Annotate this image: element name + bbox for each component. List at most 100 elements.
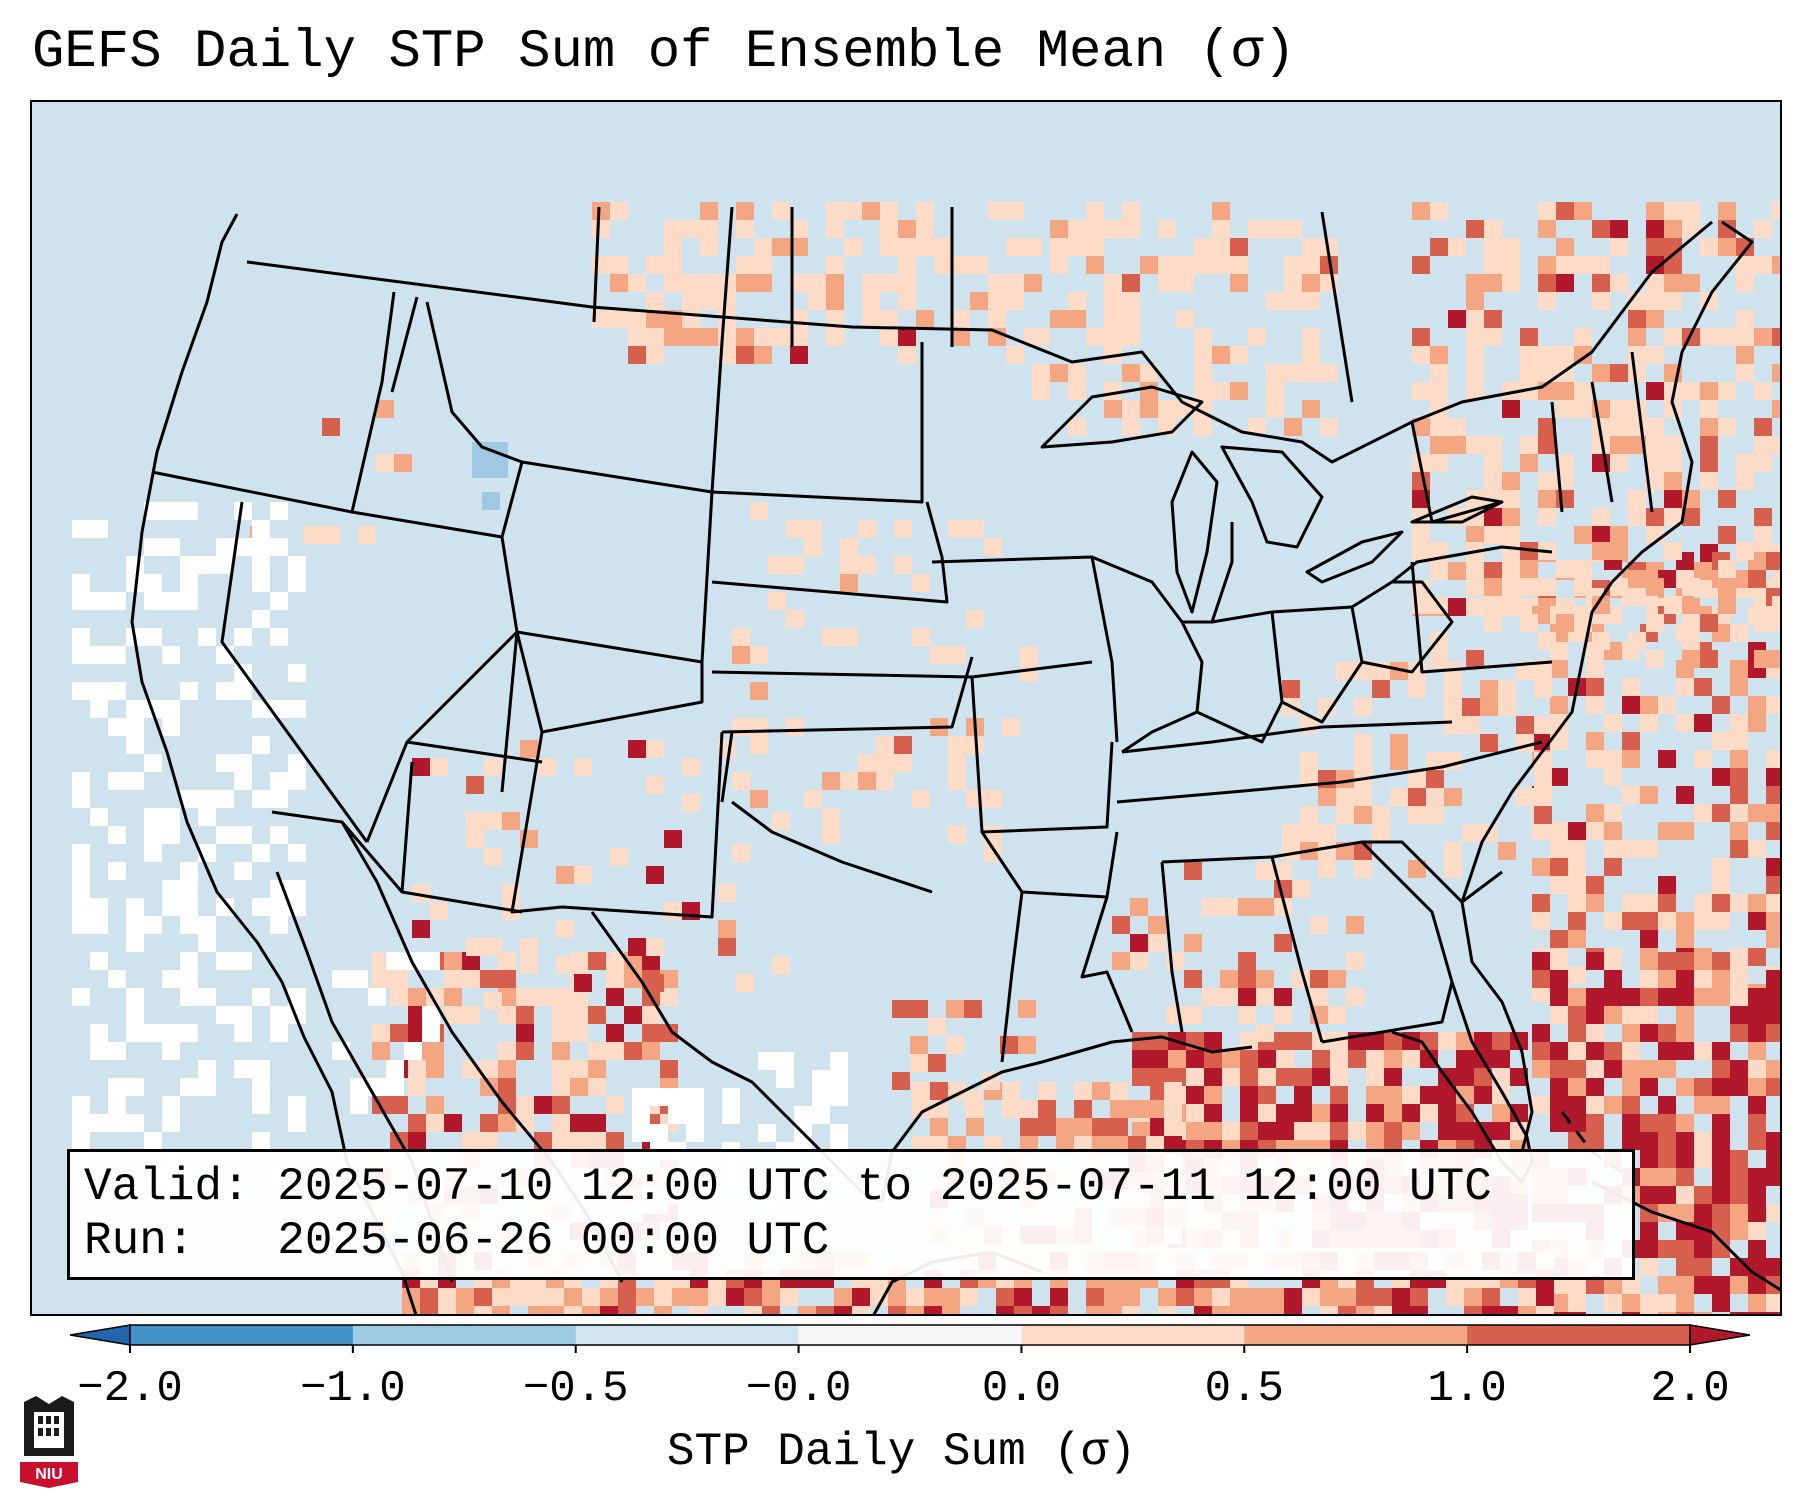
stp-cell	[794, 1106, 812, 1124]
stp-cell	[1534, 662, 1552, 680]
valid-label: Valid:	[84, 1161, 250, 1213]
stp-cell	[1628, 310, 1646, 328]
stp-cell	[198, 556, 216, 574]
stp-cell	[144, 826, 162, 844]
stp-cell	[1532, 1060, 1550, 1078]
stp-cell	[924, 1306, 942, 1314]
stp-cell	[1658, 1024, 1676, 1042]
stp-cell	[1056, 1118, 1074, 1136]
stp-cell	[1640, 1312, 1658, 1314]
stp-cell	[534, 1132, 552, 1150]
stp-cell	[516, 988, 534, 1006]
stp-cell	[1502, 490, 1520, 508]
stp-cell	[484, 812, 502, 830]
stp-cell	[412, 920, 430, 938]
stp-cell	[234, 502, 252, 520]
stp-cell	[1730, 1222, 1748, 1240]
stp-cell	[700, 328, 718, 346]
stp-cell	[786, 610, 804, 628]
stp-cell	[408, 1132, 426, 1150]
stp-cell	[1538, 364, 1556, 382]
stp-cell	[162, 700, 180, 718]
stp-cell	[758, 1124, 776, 1142]
stp-cell	[198, 1060, 216, 1078]
colorbar-tick-label: −0.0	[745, 1364, 852, 1414]
stp-cell	[462, 1132, 480, 1150]
stp-cell	[1676, 1294, 1694, 1312]
stp-cell	[1502, 256, 1520, 274]
stp-cell	[1610, 400, 1628, 418]
stp-cell	[1772, 596, 1780, 614]
stp-cell	[1730, 804, 1748, 822]
lake-michigan	[1170, 450, 1219, 614]
state-border	[1391, 545, 1553, 584]
stp-cell	[1220, 898, 1238, 916]
stp-cell	[1464, 1306, 1482, 1314]
stp-cell	[1074, 1082, 1092, 1100]
stp-cell	[1122, 328, 1140, 346]
stp-cell	[682, 794, 700, 812]
stp-cell	[288, 664, 306, 682]
stp-cell	[1586, 1114, 1604, 1132]
stp-cell	[1420, 1086, 1438, 1104]
stp-cell	[1640, 714, 1658, 732]
stp-cell	[736, 220, 754, 238]
stp-cell	[1604, 1096, 1622, 1114]
stp-cell	[1538, 274, 1556, 292]
stp-cell	[1274, 1006, 1292, 1024]
stp-cell	[1074, 1100, 1092, 1118]
stp-cell	[858, 772, 876, 790]
stp-cell	[768, 556, 786, 574]
stp-cell	[1586, 822, 1604, 840]
stp-cell	[144, 754, 162, 772]
stp-cell	[1274, 934, 1292, 952]
stp-cell	[376, 454, 394, 472]
stp-cell	[1766, 970, 1780, 988]
stp-cell	[1550, 948, 1568, 966]
stp-cell	[1646, 310, 1664, 328]
stp-cell	[1438, 1032, 1456, 1050]
stp-cell	[1712, 1150, 1730, 1168]
stp-cell	[570, 1006, 588, 1024]
stp-cell	[1484, 220, 1502, 238]
stp-cell	[270, 538, 288, 556]
stp-cell	[660, 988, 678, 1006]
stp-cell	[1150, 1086, 1168, 1104]
stp-cell	[1712, 732, 1730, 750]
stp-cell	[1646, 454, 1664, 472]
stp-cell	[1086, 202, 1104, 220]
stp-cell	[1700, 238, 1718, 256]
stp-cell	[1318, 860, 1336, 878]
stp-cell	[840, 556, 858, 574]
stp-cell	[1658, 1096, 1676, 1114]
stp-cell	[826, 292, 844, 310]
stp-cell	[288, 988, 306, 1006]
run-label: Run:	[84, 1215, 195, 1267]
stp-cell	[390, 970, 408, 988]
stp-cell	[72, 520, 90, 538]
stp-cell	[1430, 542, 1448, 560]
stp-cell	[750, 790, 768, 808]
stp-cell	[1222, 1068, 1240, 1086]
stp-cell	[498, 1114, 516, 1132]
stp-cell	[690, 1288, 708, 1306]
stp-cell	[1024, 274, 1042, 292]
stp-cell	[822, 628, 840, 646]
stp-cell	[948, 826, 966, 844]
stp-cell	[252, 556, 270, 574]
stp-cell	[144, 1132, 162, 1150]
stp-cell	[1622, 1132, 1640, 1150]
stp-cell	[1568, 1294, 1586, 1312]
stp-cell	[574, 758, 592, 776]
stp-cell	[1492, 1032, 1510, 1050]
stp-cell	[1700, 454, 1718, 472]
stp-cell	[1748, 696, 1766, 714]
stp-cell	[1518, 1288, 1536, 1306]
stp-cell	[1640, 988, 1658, 1006]
stp-cell	[1248, 418, 1266, 436]
stp-cell	[1646, 220, 1664, 238]
stp-cell	[812, 1070, 830, 1088]
stp-cell	[1658, 1294, 1676, 1312]
state-border	[981, 741, 1114, 834]
stp-cell	[126, 1006, 144, 1024]
